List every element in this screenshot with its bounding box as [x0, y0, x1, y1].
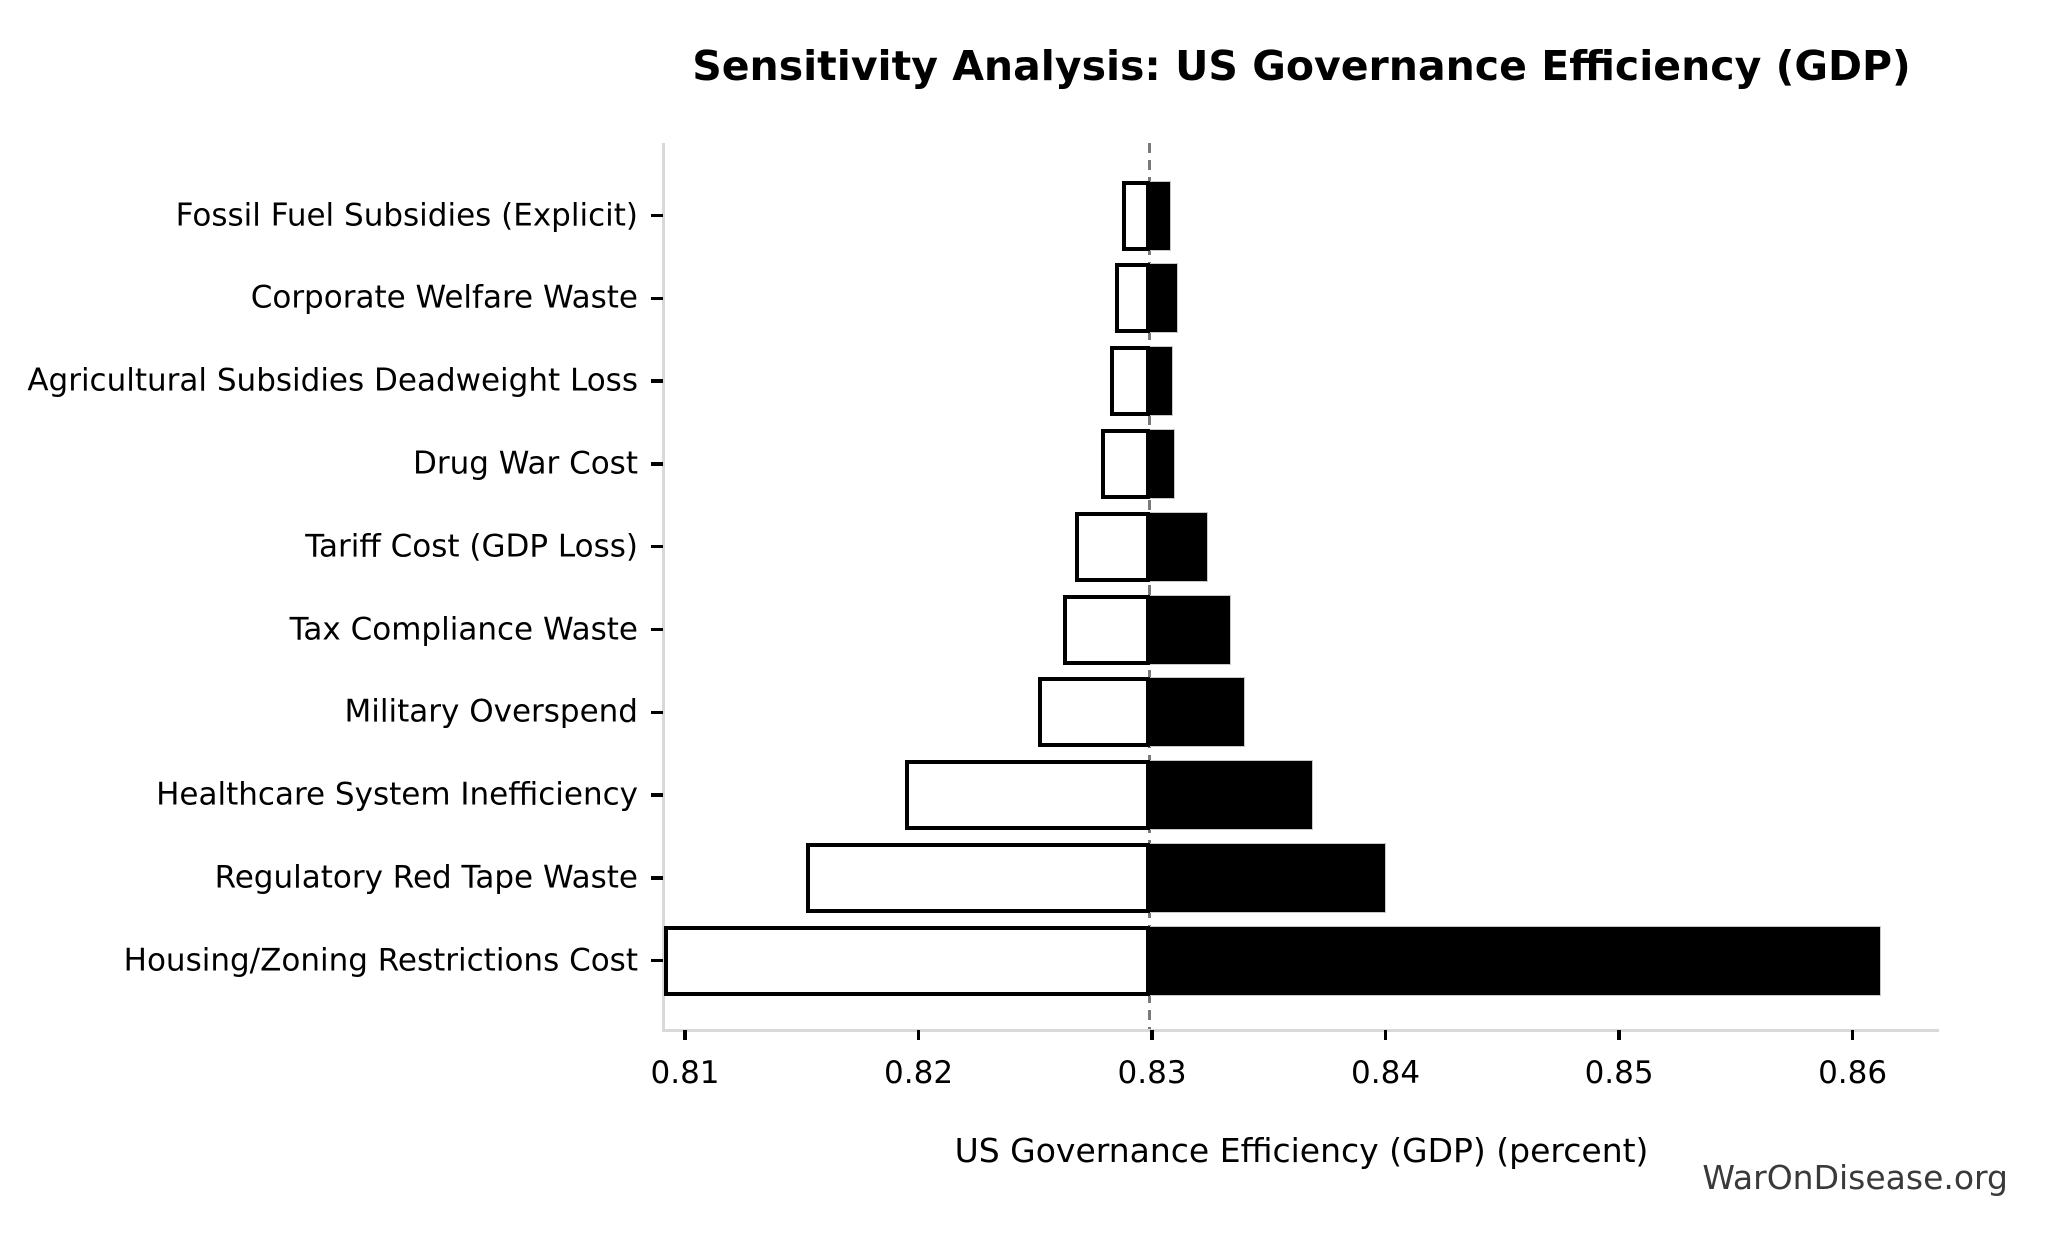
bar-low-segment [904, 760, 1150, 831]
bar-low-segment [1110, 346, 1150, 417]
x-axis-tick-label: 0.82 [884, 1055, 954, 1091]
x-axis-label: US Governance Efficiency (GDP) (percent) [954, 1131, 1649, 1170]
baseline-reference-line [1148, 143, 1152, 1029]
y-axis-tick [651, 876, 663, 880]
y-axis-tick [651, 296, 663, 301]
bar-low-segment [806, 842, 1150, 913]
bar-low-segment [1121, 180, 1150, 251]
x-axis-tick-label: 0.83 [1117, 1055, 1187, 1091]
x-axis-tick [1383, 1030, 1388, 1040]
x-axis-tick-label: 0.84 [1351, 1055, 1421, 1091]
x-axis-tick-label: 0.85 [1584, 1055, 1654, 1091]
y-axis-tick [651, 213, 663, 218]
x-axis-tick [1150, 1030, 1154, 1040]
bar-low-segment [1037, 677, 1150, 748]
bar-low-segment [1100, 428, 1150, 499]
x-axis-tick-label: 0.81 [650, 1055, 720, 1091]
y-axis-category-label: Healthcare System Inefficiency [156, 776, 638, 813]
x-axis-tick [683, 1030, 687, 1040]
y-axis-tick [651, 544, 663, 549]
y-axis-category-label: Tax Compliance Waste [289, 610, 638, 647]
y-axis-category-label: Military Overspend [344, 693, 638, 730]
y-axis-tick [651, 462, 663, 466]
y-axis-tick [651, 958, 663, 963]
plot-area: Fossil Fuel Subsidies (Explicit) Corporat… [27, 143, 1939, 1091]
y-axis-category-label: Drug War Cost [413, 445, 638, 482]
chart-title: Sensitivity Analysis: US Governance Effi… [692, 42, 1911, 90]
bar-low-segment [1074, 511, 1150, 582]
y-axis-tick [651, 379, 663, 383]
y-axis-category-label: Corporate Welfare Waste [250, 279, 638, 316]
x-axis-tick [1617, 1030, 1621, 1040]
y-axis-category-label: Housing/Zoning Restrictions Cost [123, 941, 638, 978]
y-axis-category-label: Agricultural Subsidies Deadweight Loss [27, 362, 638, 399]
bar-low-segment [1114, 263, 1150, 334]
x-axis-tick-label: 0.86 [1818, 1055, 1888, 1091]
y-axis-category-label: Fossil Fuel Subsidies (Explicit) [175, 196, 638, 233]
x-axis-tick [1850, 1030, 1855, 1040]
bar-low-segment [664, 925, 1150, 996]
watermark: WarOnDisease.org [1702, 1158, 2008, 1197]
y-axis-category-label: Regulatory Red Tape Waste [214, 859, 638, 896]
x-axis-tick [916, 1030, 921, 1040]
y-axis-spine [662, 143, 665, 1029]
bar-low-segment [1063, 594, 1150, 665]
y-axis-tick [651, 627, 663, 632]
y-axis-tick [651, 793, 663, 797]
y-axis-category-label: Tariff Cost (GDP Loss) [305, 527, 638, 564]
x-axis-spine [662, 1029, 1939, 1032]
y-axis-tick [651, 710, 663, 715]
